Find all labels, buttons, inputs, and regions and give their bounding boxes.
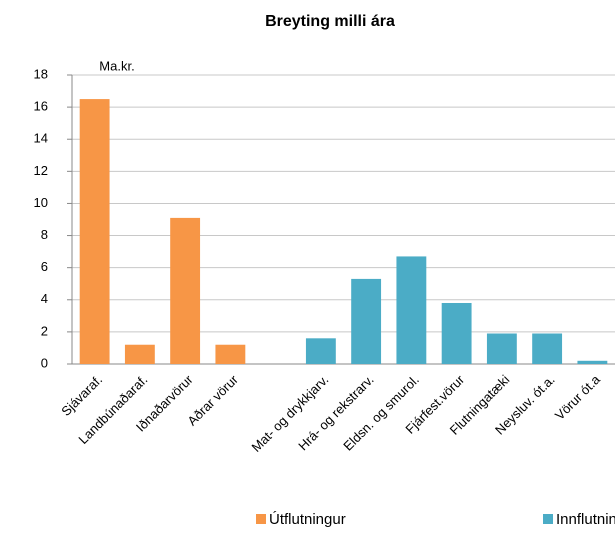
legend-swatch bbox=[543, 514, 553, 524]
unit-label: Ma.kr. bbox=[99, 58, 134, 73]
bar bbox=[577, 360, 608, 364]
y-tick-label: 16 bbox=[34, 99, 48, 114]
chart-title: Breyting milli ára bbox=[265, 13, 395, 30]
bar bbox=[124, 344, 155, 364]
y-tick-label: 18 bbox=[34, 66, 48, 81]
bar bbox=[532, 333, 563, 364]
bar bbox=[396, 256, 427, 364]
bar bbox=[170, 217, 201, 364]
y-tick-label: 8 bbox=[41, 227, 48, 242]
bar bbox=[486, 333, 517, 364]
x-tick-label: Sjávaraf. bbox=[58, 372, 105, 419]
y-tick-label: 6 bbox=[41, 259, 48, 274]
y-tick-label: 12 bbox=[34, 163, 48, 178]
x-tick-label: Mat- og drykkjarv. bbox=[248, 372, 331, 455]
x-tick-label: Vörur ót.a bbox=[552, 371, 604, 423]
legend-label: Útflutningur bbox=[269, 511, 346, 528]
bar bbox=[441, 302, 472, 364]
legend-label: Innflutningur bbox=[556, 511, 615, 528]
bar bbox=[215, 344, 246, 364]
y-tick-label: 4 bbox=[41, 291, 48, 306]
legend-swatch bbox=[256, 514, 266, 524]
bar bbox=[351, 278, 382, 364]
bar bbox=[305, 338, 336, 364]
y-tick-label: 2 bbox=[41, 323, 48, 338]
y-tick-label: 10 bbox=[34, 195, 48, 210]
y-tick-label: 14 bbox=[34, 131, 48, 146]
y-tick-label: 0 bbox=[41, 355, 48, 370]
bar bbox=[79, 99, 110, 364]
